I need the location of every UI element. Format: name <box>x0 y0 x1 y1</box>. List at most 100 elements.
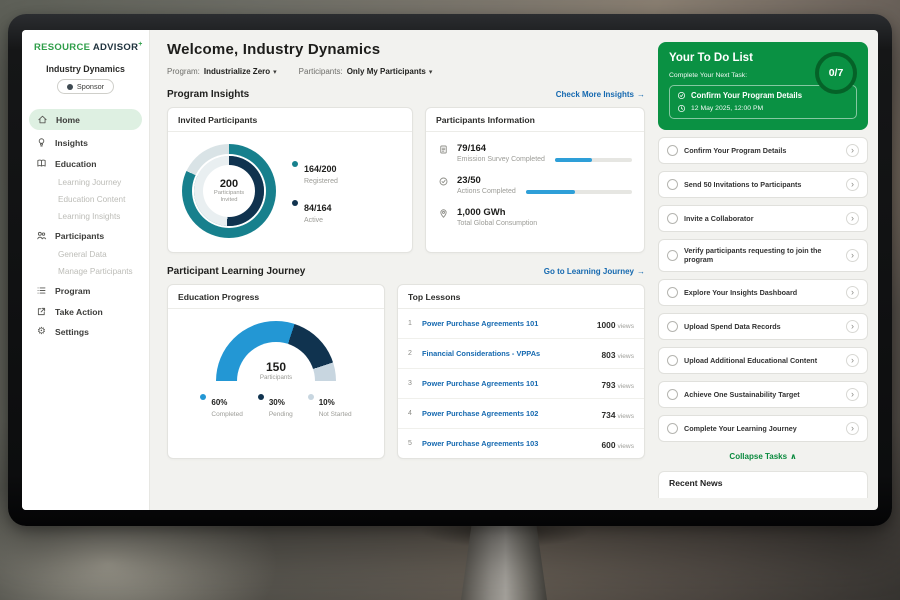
stat-emission-survey: 79/164 Emission Survey Completed <box>438 143 632 163</box>
check-circle-icon <box>439 177 448 186</box>
learning-cards-row: Education Progress 150 Participants <box>167 284 645 459</box>
sidebar-item-learning-insights[interactable]: Learning Insights <box>58 212 121 222</box>
chevron-right-icon[interactable]: › <box>846 285 859 299</box>
stat-value: 23/50 <box>457 175 481 186</box>
todo-task-item[interactable]: Complete Your Learning Journey › <box>658 414 868 442</box>
todo-task-item[interactable]: Achieve One Sustainability Target › <box>658 380 868 408</box>
monitor-bezel: RESOURCE ADVISOR+ Industry Dynamics Spon… <box>8 14 892 526</box>
sidebar-item-program[interactable]: Program <box>22 280 149 301</box>
sidebar-item-home[interactable]: Home <box>29 109 142 131</box>
todo-task-item[interactable]: Confirm Your Program Details › <box>658 137 868 164</box>
participants-stats: 79/164 Emission Survey Completed 23/50 <box>426 132 644 245</box>
stat-value: 1,000 GWh <box>457 207 506 218</box>
chevron-down-icon: ▾ <box>428 68 433 76</box>
views-word: views <box>617 352 635 360</box>
main-content: Welcome, Industry Dynamics Program: Indu… <box>150 30 658 510</box>
sidebar-item-education[interactable]: Education <box>22 153 149 174</box>
chevron-right-icon[interactable]: › <box>846 144 859 157</box>
people-icon <box>37 232 47 240</box>
views-word: views <box>617 412 635 420</box>
chevron-right-icon[interactable]: › <box>846 421 859 435</box>
legend-item: 30% Pending <box>257 392 293 418</box>
todo-title: Your To Do List <box>669 52 753 64</box>
lesson-link[interactable]: Power Purchase Agreements 103 <box>422 439 539 448</box>
sponsor-icon <box>66 83 73 90</box>
lesson-views: 734 <box>601 409 616 420</box>
progress-bar-fill <box>525 189 575 194</box>
checkbox-circle-icon[interactable] <box>667 249 678 261</box>
participants-filter[interactable]: Participants: Only My Participants ▾ <box>299 67 433 76</box>
chevron-right-icon[interactable]: › <box>846 387 859 401</box>
sidebar-item-education-content[interactable]: Education Content <box>58 195 126 205</box>
sponsor-badge[interactable]: Sponsor <box>56 79 115 95</box>
lesson-views: 803 <box>601 349 616 360</box>
checkbox-circle-icon[interactable] <box>667 388 678 400</box>
checkbox-circle-icon[interactable] <box>667 320 678 332</box>
insights-cards-row: Invited Participants 200 Participants Inv… <box>167 107 645 253</box>
checkbox-circle-icon[interactable] <box>667 145 678 156</box>
sidebar-item-insights[interactable]: Insights <box>22 132 149 153</box>
todo-task-item[interactable]: Invite a Collaborator › <box>658 205 868 232</box>
chevron-right-icon[interactable]: › <box>846 248 859 262</box>
sidebar-item-take-action[interactable]: Take Action <box>22 301 149 322</box>
lesson-link[interactable]: Power Purchase Agreements 102 <box>422 409 539 418</box>
todo-task-item[interactable]: Explore Your Insights Dashboard › <box>658 278 868 306</box>
checkbox-circle-icon[interactable] <box>667 354 678 366</box>
gauge-center-value: 150 <box>265 360 287 374</box>
lesson-rank: 1 <box>408 320 412 327</box>
todo-header-card: Your To Do List Complete Your Next Task:… <box>658 42 868 130</box>
lesson-link[interactable]: Power Purchase Agreements 101 <box>422 319 539 328</box>
check-more-insights-link[interactable]: Check More Insights → <box>556 90 645 99</box>
todo-panel: Your To Do List Complete Your Next Task:… <box>658 30 878 510</box>
checkbox-circle-icon[interactable] <box>667 213 678 224</box>
legend-dot-pending <box>257 394 264 400</box>
lesson-link[interactable]: Power Purchase Agreements 101 <box>422 379 539 388</box>
stat-label: Emission Survey Completed <box>457 156 545 163</box>
next-task-label: Confirm Your Program Details <box>691 91 803 100</box>
legend-value: 84/164 <box>304 202 332 213</box>
education-gauge-chart: 150 Participants <box>216 321 336 381</box>
lesson-views: 793 <box>601 379 616 390</box>
lesson-row: 1 Power Purchase Agreements 101 1000 view… <box>398 309 644 339</box>
program-filter[interactable]: Program: Industrialize Zero ▾ <box>167 67 277 76</box>
collapse-tasks-link[interactable]: Collapse Tasks ∧ <box>658 452 868 461</box>
chevron-up-icon: ∧ <box>790 451 797 461</box>
todo-task-item[interactable]: Verify participants requesting to join t… <box>658 239 868 272</box>
home-icon <box>38 115 47 124</box>
stat-global-consumption: 1,000 GWh Total Global Consumption <box>438 207 632 227</box>
go-to-learning-journey-link[interactable]: Go to Learning Journey → <box>544 267 645 276</box>
lesson-views: 600 <box>601 439 616 450</box>
donut-center-value: 200 <box>219 177 239 190</box>
sidebar-item-manage-participants[interactable]: Manage Participants <box>58 267 133 277</box>
checkbox-circle-icon[interactable] <box>667 422 678 434</box>
chevron-right-icon[interactable]: › <box>846 353 859 367</box>
chevron-right-icon[interactable]: › <box>846 178 859 191</box>
card-title: Participants Information <box>426 108 644 132</box>
legend-item: 60% Completed <box>200 392 243 418</box>
legend-label: Registered <box>304 177 338 185</box>
app-window: RESOURCE ADVISOR+ Industry Dynamics Spon… <box>22 30 878 510</box>
lesson-link[interactable]: Financial Considerations - VPPAs <box>422 349 541 358</box>
chevron-right-icon[interactable]: › <box>846 212 859 225</box>
clock-icon <box>677 104 686 113</box>
todo-task-item[interactable]: Upload Spend Data Records › <box>658 312 868 340</box>
lesson-row: 2 Financial Considerations - VPPAs 803 vi… <box>398 339 644 369</box>
sponsor-badge-label: Sponsor <box>76 82 105 92</box>
next-task-box[interactable]: Confirm Your Program Details 12 May 2025… <box>669 85 857 119</box>
todo-task-item[interactable]: Send 50 Invitations to Participants › <box>658 171 868 198</box>
invited-legend: 164/200 Registered 84/164 Active <box>292 159 338 224</box>
todo-task-item[interactable]: Upload Additional Educational Content › <box>658 346 868 374</box>
collapse-label: Collapse Tasks <box>729 451 788 461</box>
chevron-right-icon[interactable]: › <box>846 319 859 333</box>
legend-item: 84/164 Active <box>292 198 338 224</box>
checkbox-circle-icon[interactable] <box>667 286 678 298</box>
sidebar-item-participants[interactable]: Participants <box>22 225 149 246</box>
todo-task-label: Achieve One Sustainability Target <box>684 389 800 399</box>
checkbox-circle-icon[interactable] <box>667 179 678 190</box>
education-gauge-center: 150 Participants <box>216 360 336 381</box>
sidebar-item-settings[interactable]: ⚙ Settings <box>22 322 149 342</box>
lesson-rank: 4 <box>408 410 412 417</box>
sidebar-item-learning-journey[interactable]: Learning Journey <box>58 178 122 188</box>
stat-label: Total Global Consumption <box>457 220 538 227</box>
sidebar-item-general-data[interactable]: General Data <box>58 250 107 260</box>
